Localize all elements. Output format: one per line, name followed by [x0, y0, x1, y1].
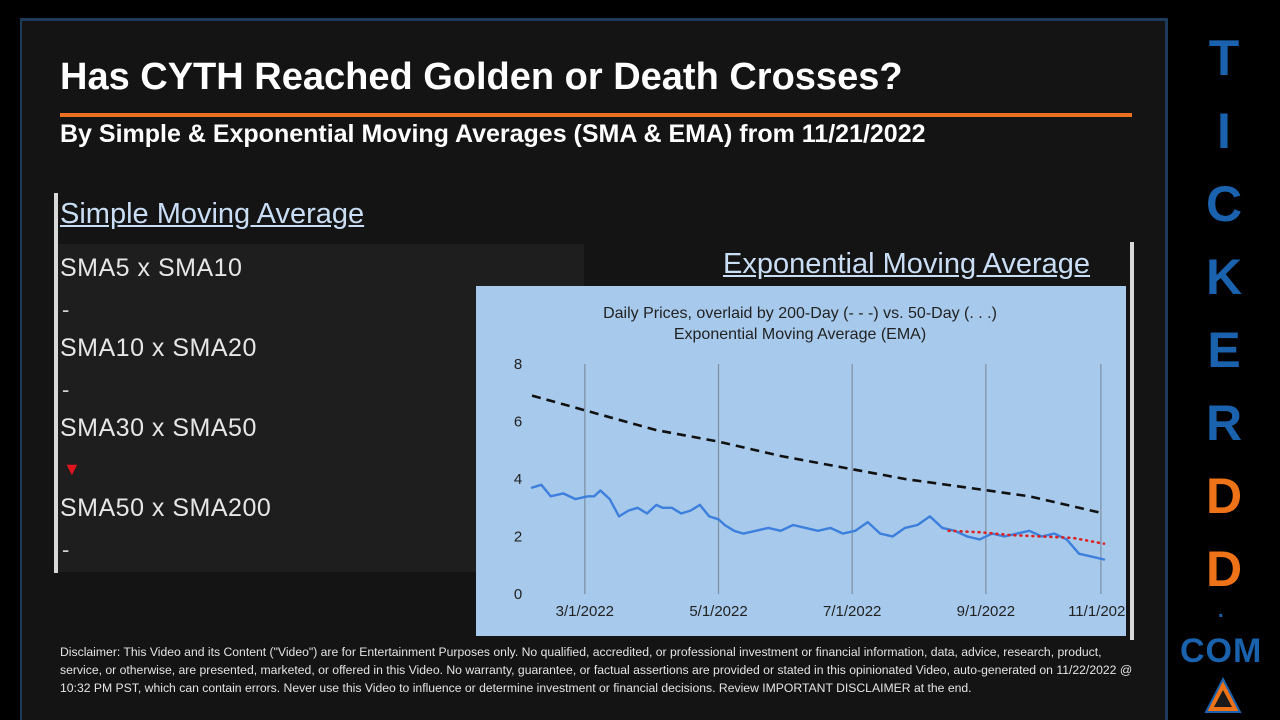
brand-letter-4: K: [1205, 249, 1243, 305]
ema-chart-svg: Daily Prices, overlaid by 200-Day (- - -…: [514, 305, 1126, 620]
sma-cross-label-4: SMA50 x SMA200: [60, 494, 272, 522]
sma-cross-label-1: SMA5 x SMA10: [60, 254, 243, 282]
brand-letter-1: T: [1208, 30, 1240, 86]
y-tick-label-2: 2: [514, 529, 522, 546]
series-line-200-day-ema: [531, 394, 1105, 515]
brand-dot: .: [1218, 600, 1224, 622]
series-line-50-day-ema: [947, 529, 1106, 545]
x-tick-label-2: 5/1/2022: [689, 603, 747, 620]
chart-subtitle: Exponential Moving Average (EMA): [674, 326, 926, 343]
sma-cross-signal-2: -: [62, 377, 70, 402]
page-title: Has CYTH Reached Golden or Death Crosses…: [60, 56, 903, 98]
sma-cross-signal-3-down-icon: ▼: [63, 459, 81, 479]
brand-com: COM: [1180, 632, 1263, 670]
chart-title: Daily Prices, overlaid by 200-Day (- - -…: [603, 305, 997, 322]
sma-cross-label-2: SMA10 x SMA20: [60, 334, 257, 362]
title-divider: [60, 113, 1132, 117]
x-tick-label-1: 3/1/2022: [556, 603, 614, 620]
brand-letter-7: D: [1205, 468, 1243, 524]
disclaimer-text: Disclaimer: This Video and its Content (…: [60, 645, 1133, 695]
y-tick-label-3: 4: [514, 471, 522, 488]
page-subtitle: By Simple & Exponential Moving Averages …: [60, 120, 926, 148]
brand-letter-8: D: [1205, 541, 1243, 597]
chart-gridlines: [584, 364, 1102, 594]
x-tick-label-4: 9/1/2022: [957, 603, 1015, 620]
y-tick-label-1: 0: [514, 586, 522, 603]
y-tick-label-5: 8: [514, 356, 522, 373]
chart-tick-labels: 3/1/2022 5/1/2022 7/1/2022 9/1/2022 11/1/202…: [514, 356, 1126, 620]
brand-vertical-wordmark: T I C K E R D D: [1182, 22, 1266, 606]
y-tick-label-4: 6: [514, 414, 522, 431]
brand-letter-3: C: [1205, 176, 1243, 232]
ema-chart: Daily Prices, overlaid by 200-Day (- - -…: [476, 286, 1126, 636]
sma-accent-bar: [54, 193, 58, 573]
chart-series: [530, 394, 1106, 561]
brand-letter-2: I: [1217, 103, 1231, 159]
sma-cross-label-3: SMA30 x SMA50: [60, 414, 257, 442]
ema-section-title: Exponential Moving Average: [723, 248, 1091, 280]
sma-section-title: Simple Moving Average: [60, 198, 365, 230]
sma-cross-signal-4: -: [62, 537, 70, 562]
ema-accent-bar: [1130, 242, 1134, 640]
sma-cross-signal-1: -: [62, 297, 70, 322]
x-tick-label-3: 7/1/2022: [823, 603, 881, 620]
x-tick-label-5: 11/1/2022: [1068, 603, 1126, 620]
brand-letter-5: E: [1207, 322, 1241, 378]
brand-logo-icon: [1204, 676, 1242, 713]
brand-letter-6: R: [1205, 395, 1243, 451]
